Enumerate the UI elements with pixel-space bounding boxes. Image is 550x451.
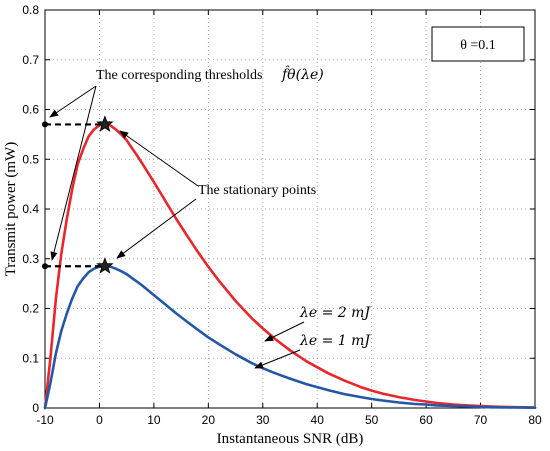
y-tick-label: 0.2 [22,302,39,316]
x-tick-label: 30 [256,413,270,427]
y-tick-label: 0 [32,401,39,415]
threshold-dot [42,263,48,270]
x-tick-label: 10 [147,413,161,427]
y-tick-label: 0.4 [22,202,39,216]
x-tick-label: 80 [528,413,542,427]
x-tick-label: 40 [311,413,325,427]
y-tick-label: 0.8 [22,3,39,17]
x-tick-label: 0 [96,413,103,427]
annotation-stationary: The stationary points [116,130,316,259]
series-lines [43,123,537,410]
annotation-series-blue: λe = 1 mJ [254,333,371,369]
x-tick-label: 70 [474,413,488,427]
blue-series-label: λe = 1 mJ [299,333,371,349]
x-tick-label: 60 [419,413,433,427]
y-tick-label: 0.6 [22,103,39,117]
y-tick-label: 0.5 [22,152,39,166]
stationary-point-star [96,257,114,274]
red-series-label: λe = 2 mJ [299,305,371,321]
threshold-dot [42,121,48,128]
thresholds-math: f̂θ(λe) [281,65,324,83]
x-axis-label: Instantaneous SNR (dB) [217,431,364,447]
y-axis-label: Transmit power (mW) [3,142,19,276]
theta-legend-box: θ =0.1 [431,26,525,62]
y-tick-label: 0.3 [22,252,39,266]
y-tick-label: 0.7 [22,53,39,67]
axis-ticks: -10 0 10 20 30 40 50 60 70 8000.10.20.30.40.50.60… [22,3,542,427]
thresholds-label: The corresponding thresholds [96,68,262,83]
theta-label: θ =0.1 [460,38,496,53]
series-line-red [43,123,537,410]
series-line-blue [43,264,537,410]
x-tick-label: -10 [36,413,54,427]
stationary-label: The stationary points [198,183,316,198]
x-tick-label: 20 [202,413,216,427]
y-tick-label: 0.1 [22,351,39,365]
annotation-series-red: λe = 2 mJ [264,305,371,342]
annotation-thresholds: The corresponding thresholds f̂θ(λe) [49,65,324,261]
x-tick-label: 50 [365,413,379,427]
stationary-point-markers [96,115,114,274]
threshold-lines [42,121,105,270]
stationary-point-star [96,115,114,132]
